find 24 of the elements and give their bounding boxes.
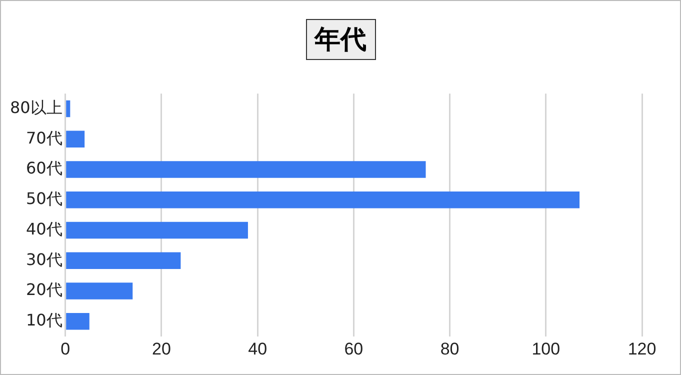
- y-tick-label: 20代: [26, 280, 62, 300]
- bar: [66, 161, 426, 178]
- y-tick-label: 50代: [26, 189, 62, 208]
- bar: [66, 282, 133, 300]
- x-tick-label: 120: [628, 339, 656, 358]
- y-tick-label: 80以上: [10, 98, 62, 117]
- x-tick-label: 100: [532, 339, 560, 358]
- chart-title: 年代: [306, 19, 376, 60]
- bar: [66, 313, 90, 330]
- x-tick-label: 20: [152, 339, 171, 358]
- x-tick-label: 40: [248, 339, 268, 358]
- bar: [66, 130, 85, 148]
- x-tick-label: 80: [440, 339, 460, 358]
- y-tick-label: 40代: [26, 219, 62, 238]
- bar: [66, 100, 70, 118]
- bar: [66, 192, 580, 208]
- x-tick-label: 60: [344, 339, 364, 358]
- y-tick-label: 70代: [26, 128, 62, 148]
- bar: [66, 252, 181, 270]
- y-tick-label: 10代: [26, 310, 62, 330]
- x-tick-label: 0: [60, 339, 70, 358]
- bar: [66, 222, 248, 239]
- y-tick-label: 30代: [26, 250, 62, 269]
- y-tick-label: 60代: [26, 158, 62, 178]
